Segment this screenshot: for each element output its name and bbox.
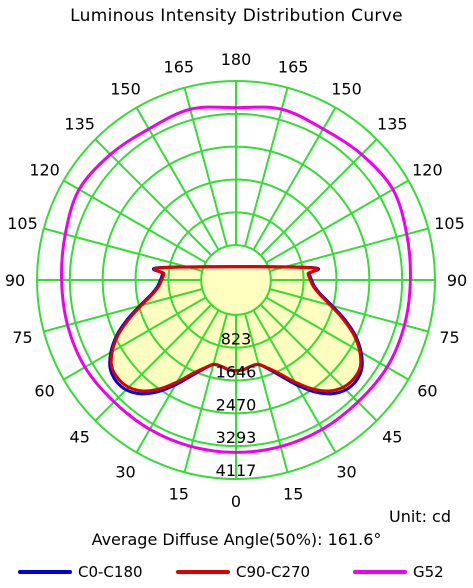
radial-tick-label: 2470 <box>216 395 257 414</box>
angle-label: 0 <box>231 492 241 511</box>
grid-spoke <box>269 227 429 272</box>
legend-swatch-g52 <box>353 570 407 574</box>
grid-spoke <box>259 138 378 257</box>
grid-spoke <box>244 87 289 247</box>
angle-label: 75 <box>439 328 459 347</box>
label-layer: 823 1646 2470 3293 4117 0 15 15 30 30 45 45 60 60 75 75… <box>5 50 467 511</box>
angle-label: 135 <box>64 115 95 134</box>
angle-label: 150 <box>331 80 362 99</box>
radial-tick-label: 4117 <box>216 461 257 480</box>
series-line-g52 <box>60 105 412 454</box>
grid-spoke <box>63 296 207 381</box>
grid-spoke <box>94 138 213 257</box>
legend-item-c90-c270: C90-C270 <box>176 560 310 584</box>
radial-tick-label: 3293 <box>216 428 257 447</box>
series-line-c90-c270 <box>109 265 363 393</box>
angle-label: 180 <box>221 50 252 69</box>
grid-spoke <box>265 296 409 381</box>
unit-label: Unit: cd <box>389 507 451 526</box>
angle-label: 15 <box>169 485 189 504</box>
angle-label: 165 <box>278 58 309 77</box>
grid-spoke <box>265 179 409 264</box>
angle-label: 30 <box>336 462 356 481</box>
legend-item-g52: G52 <box>353 560 444 584</box>
radial-tick-label: 823 <box>221 330 252 349</box>
angle-label: 45 <box>70 427 90 446</box>
radial-tick-label: 1646 <box>216 363 257 382</box>
legend-label-g52: G52 <box>413 563 444 581</box>
angle-label: 45 <box>382 427 402 446</box>
angle-label: 120 <box>412 161 443 180</box>
angle-label: 60 <box>417 382 437 401</box>
angle-label: 60 <box>34 382 54 401</box>
angle-label: 105 <box>434 214 465 233</box>
angle-label: 90 <box>5 271 25 290</box>
chart-title: Luminous Intensity Distribution Curve <box>70 6 403 26</box>
series-layer <box>60 105 412 454</box>
grid-spoke <box>135 107 220 251</box>
diffuse-angle-label: Average Diffuse Angle(50%): 161.6° <box>91 530 382 549</box>
angle-label: 135 <box>377 115 408 134</box>
grid-spoke <box>43 288 203 333</box>
legend-label-c90-c270: C90-C270 <box>236 563 311 581</box>
grid-spoke <box>269 288 429 333</box>
legend-swatch-c0-c180 <box>18 570 72 574</box>
angle-label: 120 <box>29 161 60 180</box>
grid-spoke <box>63 179 207 264</box>
angle-label: 90 <box>447 271 467 290</box>
angle-label: 75 <box>12 328 32 347</box>
legend-item-c0-c180: C0-C180 <box>18 560 143 584</box>
angle-label: 150 <box>110 80 141 99</box>
legend: C0-C180 C90-C270 G52 <box>0 560 473 586</box>
angle-label: 105 <box>7 214 38 233</box>
grid-spoke <box>252 107 337 251</box>
angle-label: 30 <box>115 462 135 481</box>
grid-spoke <box>183 87 228 247</box>
legend-label-c0-c180: C0-C180 <box>78 563 143 581</box>
legend-swatch-c90-c270 <box>176 570 230 574</box>
angle-label: 15 <box>283 485 303 504</box>
angle-label: 165 <box>164 58 195 77</box>
grid-spoke <box>43 227 203 272</box>
